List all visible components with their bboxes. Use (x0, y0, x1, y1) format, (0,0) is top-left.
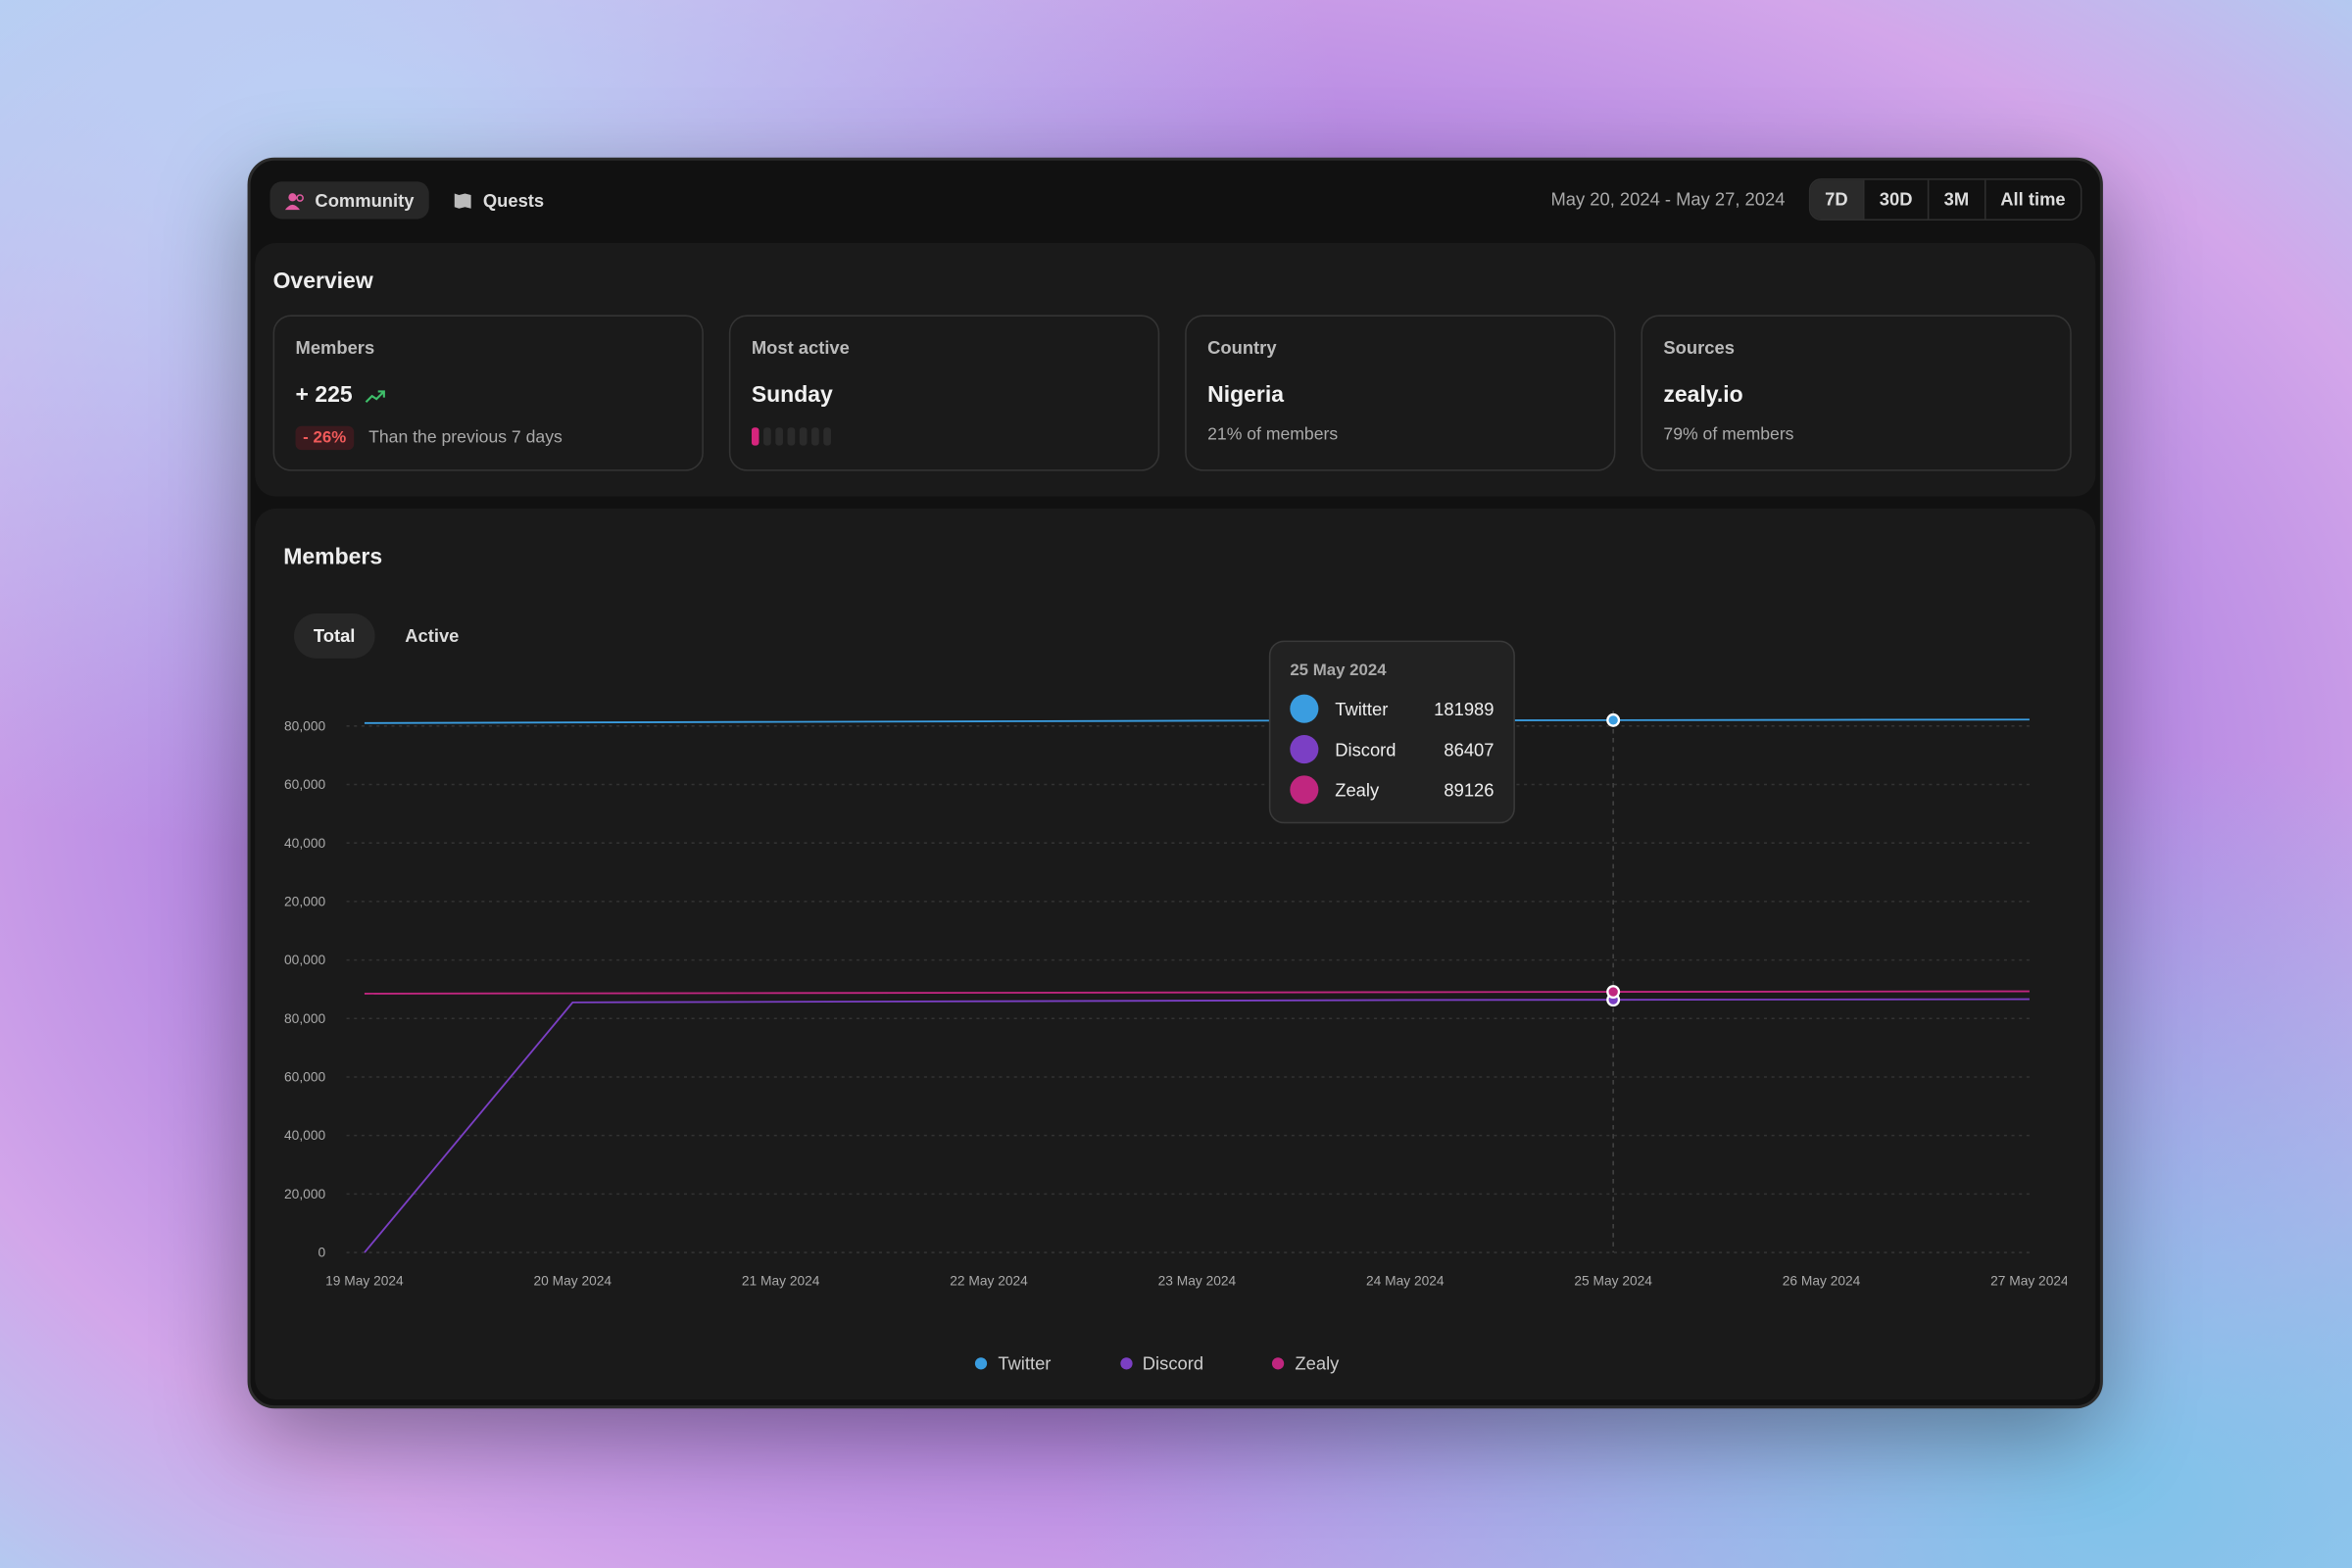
legend: Twitter Discord Zealy (255, 1353, 2059, 1374)
card-note: Than the previous 7 days (368, 428, 563, 448)
y-tick-label: 40,000 (284, 836, 325, 851)
y-tick-label: 40,000 (284, 1128, 325, 1143)
x-tick-label: 20 May 2024 (534, 1274, 612, 1289)
card-label: Country (1207, 337, 1277, 359)
series-line (364, 990, 2030, 995)
card-label: Most active (751, 337, 850, 359)
card: Country Nigeria 21% of members (1185, 315, 1616, 471)
series-value: 86407 (1444, 738, 1494, 760)
card-note: 79% of members (1663, 425, 1794, 445)
series-icon (1290, 775, 1319, 805)
card-note: 21% of members (1207, 425, 1339, 445)
y-tick-label: 60,000 (284, 777, 325, 792)
card: Sources zealy.io 79% of members (1641, 315, 2072, 471)
tab-label: Community (315, 189, 415, 212)
legend-item[interactable]: Twitter (975, 1353, 1051, 1374)
x-tick-label: 24 May 2024 (1366, 1274, 1445, 1289)
y-tick-label: 20,000 (284, 1187, 325, 1201)
series-name: Twitter (1335, 698, 1389, 719)
legend-item[interactable]: Discord (1119, 1352, 1204, 1375)
tab-label: Quests (482, 189, 545, 212)
legend-label: Discord (1142, 1352, 1204, 1375)
y-tick-label: 80,000 (284, 1011, 325, 1026)
range-button[interactable]: All time (1984, 179, 2080, 220)
tooltip-date: 25 May 2024 (1290, 661, 1387, 680)
trend-icon (365, 389, 385, 403)
card: Most active Sunday (728, 315, 1160, 471)
chart: 0 20,000 40,000 60,000 80,000 00,000 20,000 40,… (284, 710, 2067, 1289)
legend-label: Zealy (1295, 1352, 1340, 1375)
toggle-active[interactable]: Active (405, 625, 460, 647)
range-button[interactable]: 7D (1809, 179, 1863, 220)
y-tick-label: 0 (318, 1246, 325, 1260)
legend-item[interactable]: Zealy (1272, 1353, 1339, 1374)
overview: Overview Members + 225 - 26% Than the pre… (255, 242, 2096, 497)
series-icon (1290, 734, 1319, 764)
tooltip: 25 May 2024 Twitter 181989 Discord 86407 Zea… (1268, 640, 1515, 824)
card-value: zealy.io (1663, 382, 1743, 409)
hover-point (1606, 712, 1621, 727)
members-section: Members Total Active (255, 508, 2096, 1400)
hover-point (1606, 985, 1621, 1000)
x-tick-label: 25 May 2024 (1574, 1274, 1652, 1289)
series-name: Discord (1335, 738, 1396, 760)
series-icon (1290, 694, 1319, 723)
y-tick-label: 60,000 (284, 1070, 325, 1085)
x-tick-label: 21 May 2024 (742, 1274, 820, 1289)
y-tick-label: 20,000 (284, 894, 325, 908)
tooltip-row: Twitter 181989 (1290, 689, 1494, 729)
legend-swatch (975, 1357, 988, 1370)
x-tick-label: 23 May 2024 (1158, 1274, 1237, 1289)
tab-quests[interactable]: Quests (438, 181, 560, 219)
card-value: Sunday (751, 382, 833, 409)
series-value: 181989 (1434, 698, 1494, 719)
x-tick-label: 19 May 2024 (325, 1274, 404, 1289)
toggle-total[interactable]: Total (293, 613, 375, 659)
range-selector: 7D 30D 3M All time (1808, 178, 2082, 220)
card-value: + 225 (295, 382, 353, 409)
range-button[interactable]: 3M (1927, 179, 1984, 220)
card-value: Nigeria (1207, 382, 1284, 409)
x-tick-label: 27 May 2024 (1990, 1274, 2067, 1289)
section-title: Overview (272, 268, 373, 294)
x-tick-label: 26 May 2024 (1783, 1274, 1861, 1289)
y-tick-label: 80,000 (284, 718, 325, 733)
tooltip-row: Discord 86407 (1290, 729, 1494, 769)
series-name: Zealy (1335, 779, 1380, 801)
legend-swatch (1272, 1357, 1285, 1370)
tooltip-row: Zealy 89126 (1290, 769, 1494, 809)
section-title: Members (283, 544, 383, 570)
series-line (364, 998, 2030, 1253)
legend-swatch (1119, 1357, 1133, 1370)
card-label: Sources (1663, 337, 1735, 359)
date-range: May 20, 2024 - May 27, 2024 (1550, 188, 1786, 211)
legend-label: Twitter (998, 1352, 1052, 1375)
card-label: Members (295, 337, 375, 359)
weekday-bars (751, 427, 831, 446)
change-badge: - 26% (295, 425, 354, 451)
series-line (364, 718, 2030, 724)
dashboard: Community Quests May 20, 2024 - May 27, … (247, 157, 2103, 1409)
tab-community[interactable]: Community (270, 181, 429, 220)
range-button[interactable]: 30D (1862, 179, 1928, 220)
y-tick-label: 00,000 (284, 953, 325, 967)
series-value: 89126 (1444, 779, 1494, 801)
x-tick-label: 22 May 2024 (950, 1274, 1028, 1289)
icon (454, 192, 471, 208)
card: Members + 225 - 26% Than the previous 7 d… (272, 315, 704, 471)
icon (284, 192, 304, 210)
